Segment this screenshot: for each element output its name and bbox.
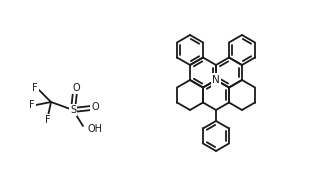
Text: S: S bbox=[70, 105, 76, 115]
Text: F: F bbox=[32, 83, 38, 93]
Text: N: N bbox=[212, 75, 220, 85]
Text: O: O bbox=[91, 102, 99, 112]
Text: F: F bbox=[29, 100, 35, 110]
Text: OH: OH bbox=[87, 124, 102, 134]
Text: O: O bbox=[72, 83, 80, 93]
Text: F: F bbox=[45, 115, 51, 125]
